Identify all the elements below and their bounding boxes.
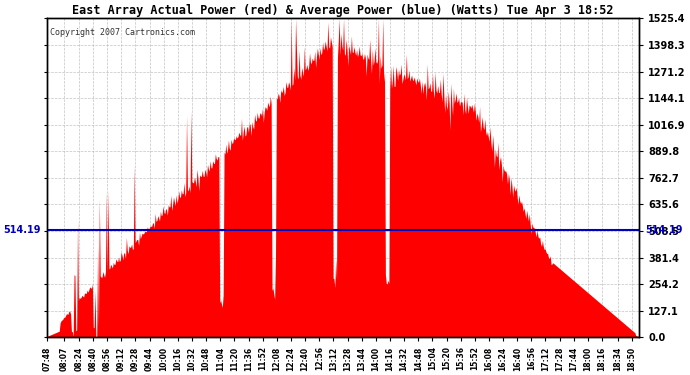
Text: 514.19: 514.19 xyxy=(645,225,682,235)
Title: East Array Actual Power (red) & Average Power (blue) (Watts) Tue Apr 3 18:52: East Array Actual Power (red) & Average … xyxy=(72,4,614,17)
Text: 514.19: 514.19 xyxy=(3,225,41,235)
Text: Copyright 2007 Cartronics.com: Copyright 2007 Cartronics.com xyxy=(50,28,195,37)
